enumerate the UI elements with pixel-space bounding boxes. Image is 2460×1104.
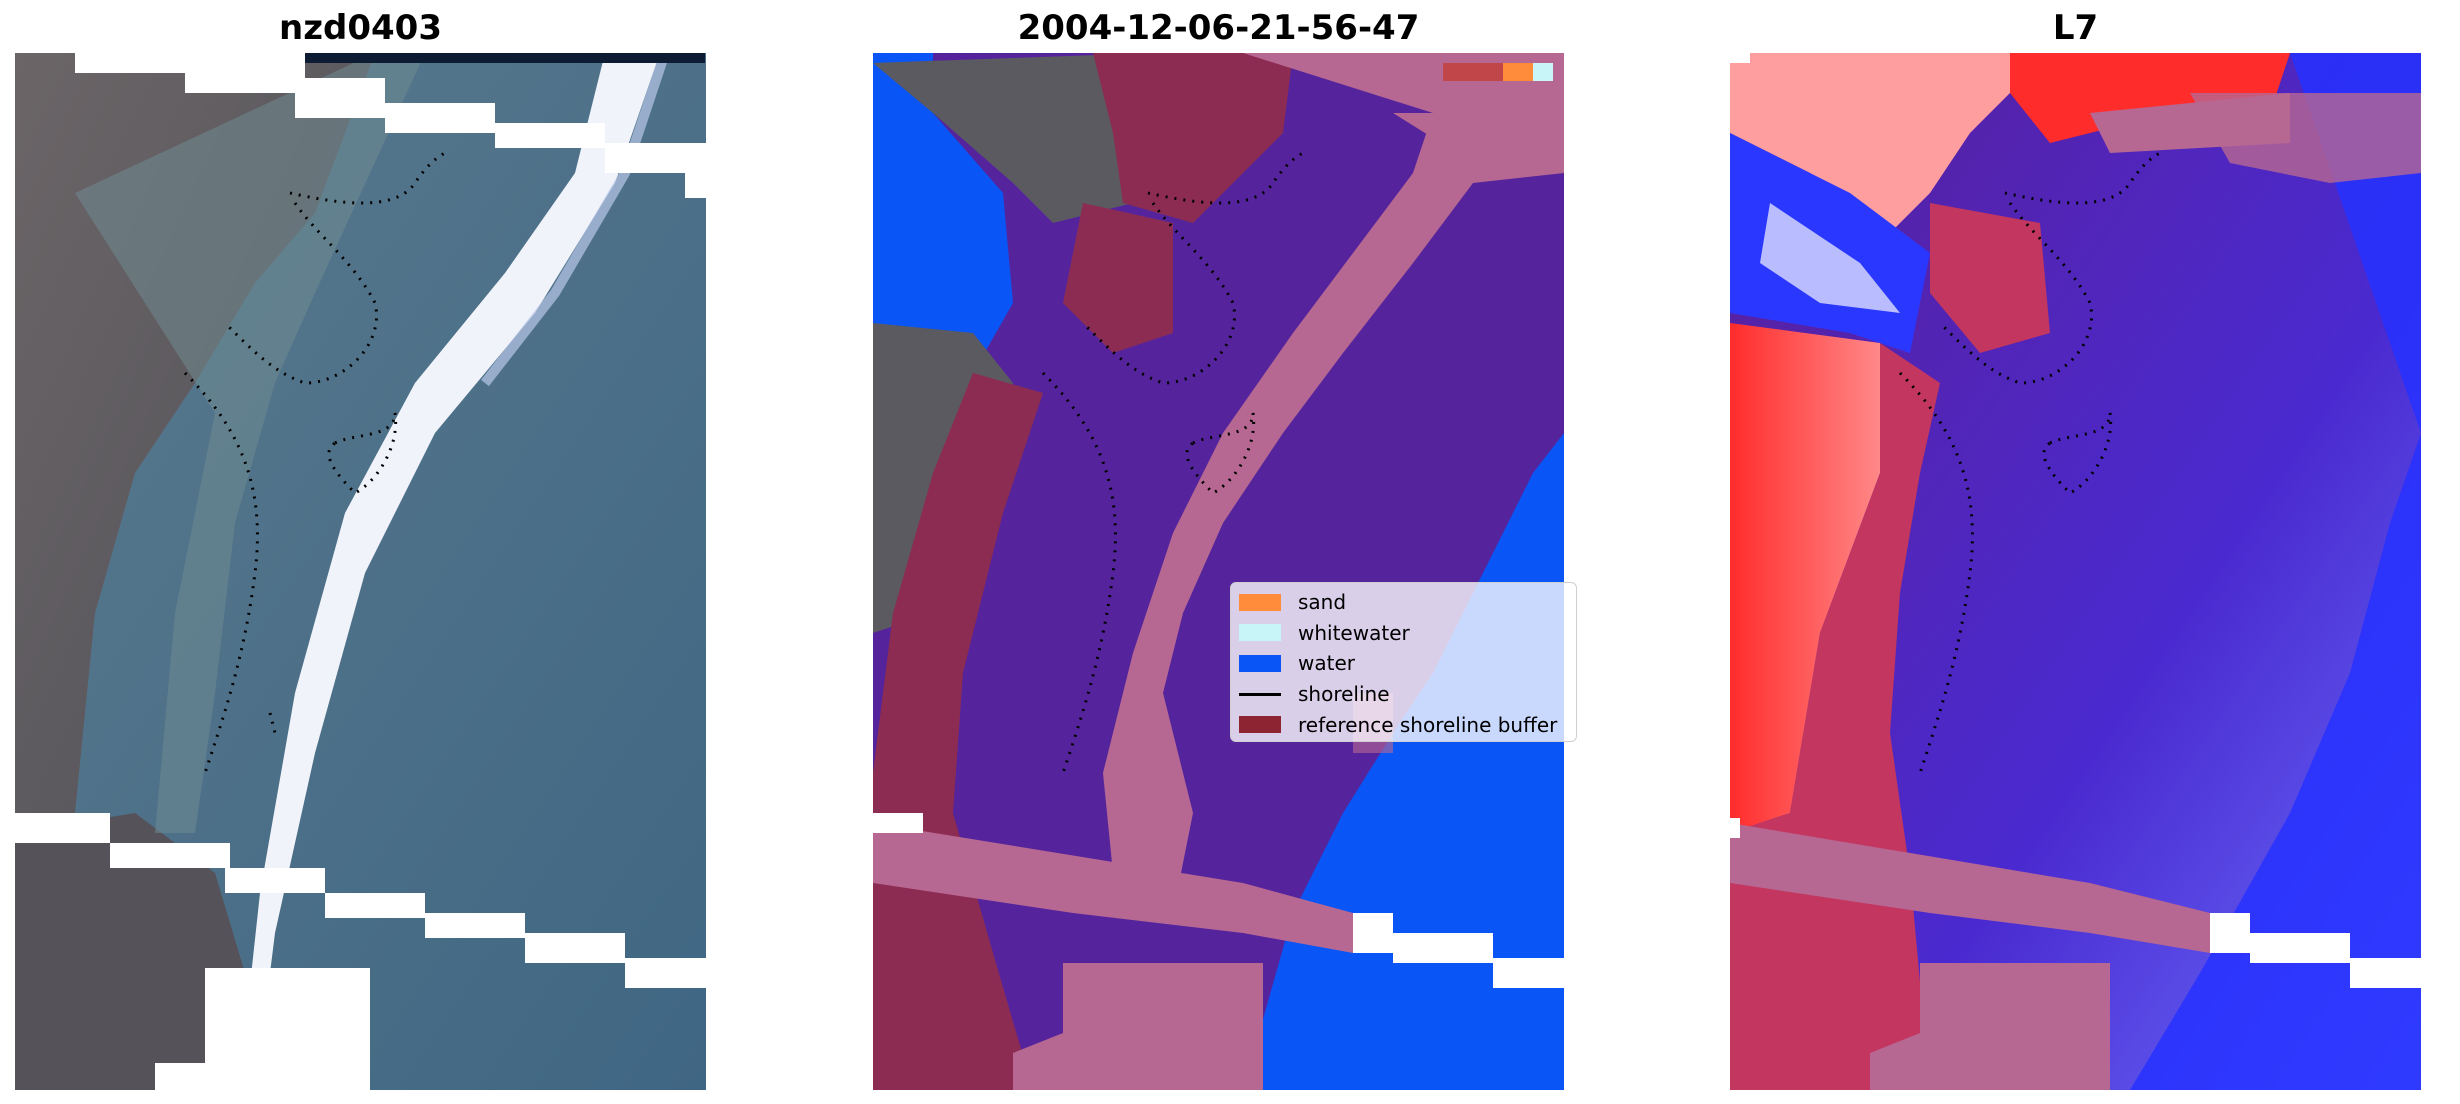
water-swatch [1239, 654, 1281, 672]
legend-label-shoreline: shoreline [1298, 682, 1390, 707]
shoreline-line-swatch [1239, 692, 1281, 696]
panel-classification: 2004-12-06-21-56-47 [745, 0, 1605, 1104]
legend-item-shoreline: shoreline [1239, 679, 1576, 710]
legend-label-sand: sand [1298, 590, 1347, 615]
legend-item-whitewater: whitewater [1239, 618, 1576, 649]
reference-buffer-swatch [1239, 716, 1281, 734]
panel-rgb: nzd0403 [0, 0, 745, 1104]
panel-title-rgb: nzd0403 [279, 8, 442, 48]
legend-label-water: water [1298, 651, 1355, 676]
panel-title-index: L7 [2052, 8, 2099, 48]
legend-item-water: water [1239, 648, 1576, 679]
panel-title-classification: 2004-12-06-21-56-47 [1017, 8, 1420, 48]
rgb-image [15, 53, 706, 1090]
legend: sand whitewater water shoreline referenc… [1230, 582, 1577, 742]
panel-index: L7 [1605, 0, 2460, 1104]
index-map [1730, 53, 2421, 1090]
rgb-satellite-image [15, 53, 706, 1090]
legend-item-reference-buffer: reference shoreline buffer [1239, 709, 1576, 740]
classification-image [873, 53, 1564, 1090]
legend-item-sand: sand [1239, 587, 1576, 618]
legend-label-whitewater: whitewater [1298, 620, 1410, 645]
index-image [1730, 53, 2421, 1090]
classification-map [873, 53, 1564, 1090]
sand-swatch [1239, 593, 1281, 611]
legend-label-reference-buffer: reference shoreline buffer [1298, 712, 1558, 737]
whitewater-swatch [1239, 624, 1281, 642]
